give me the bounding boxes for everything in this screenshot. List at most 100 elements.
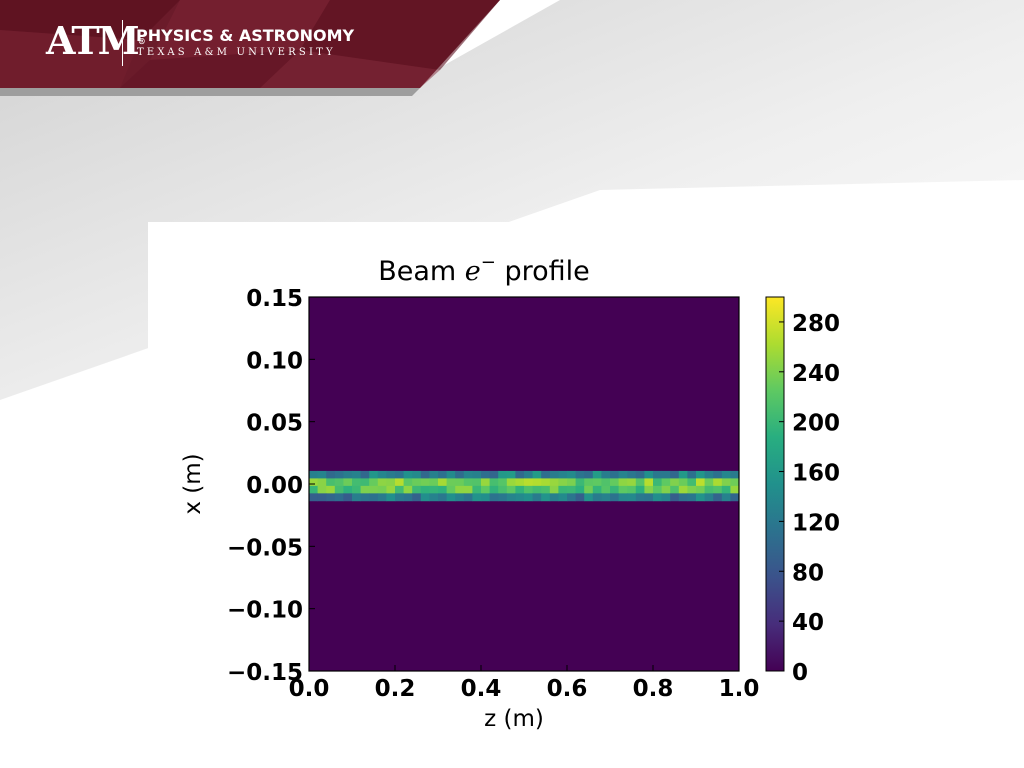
heatmap-cell	[661, 478, 671, 487]
heatmap-cell	[463, 470, 473, 479]
heatmap-cell	[549, 478, 559, 487]
heatmap-cell	[343, 478, 353, 487]
heatmap-cell	[704, 478, 714, 487]
heatmap-cell	[326, 493, 336, 502]
heatmap-cell	[498, 493, 508, 502]
heatmap-cell	[369, 478, 379, 487]
heatmap-cell	[541, 485, 551, 494]
heatmap-cell	[403, 485, 413, 494]
heatmap-cell	[696, 470, 705, 479]
heatmap-cell	[713, 470, 723, 479]
heatmap-cell	[653, 470, 662, 479]
department-name: PHYSICS & ASTRONOMY	[136, 26, 355, 45]
heatmap-cell	[610, 485, 619, 494]
heatmap-cell	[386, 478, 396, 487]
heatmap-cell	[360, 485, 370, 494]
heatmap-cell	[575, 470, 585, 479]
heatmap-cell	[326, 470, 336, 479]
colorbar-tick-label: 0	[792, 660, 808, 686]
heatmap-cell	[687, 478, 697, 487]
heatmap-cell	[472, 493, 482, 502]
heatmap-cell	[438, 493, 447, 502]
heatmap-cell	[360, 478, 370, 487]
y-tick-label: 0.00	[246, 473, 303, 499]
heatmap-cell	[498, 485, 508, 494]
heatmap-cell	[317, 470, 327, 479]
colorbar-tick-label: 120	[792, 510, 840, 536]
heatmap-cell	[369, 493, 379, 502]
heatmap-cell	[386, 493, 396, 502]
heatmap-cell	[472, 470, 482, 479]
heatmap-cell	[618, 485, 628, 494]
heatmap-cell	[412, 485, 422, 494]
heatmap	[309, 297, 740, 671]
heatmap-cell	[481, 470, 490, 479]
header-banner	[0, 0, 500, 96]
heatmap-cell	[713, 485, 723, 494]
heatmap-cell	[549, 485, 559, 494]
heatmap-cell	[317, 485, 327, 494]
heatmap-cell	[541, 478, 551, 487]
heatmap-cell	[601, 485, 611, 494]
heatmap-cell	[420, 493, 430, 502]
y-tick-label: −0.10	[227, 598, 303, 624]
heatmap-cell	[627, 493, 637, 502]
heatmap-cell	[438, 485, 447, 494]
university-name: TEXAS A&M UNIVERSITY	[137, 47, 336, 58]
heatmap-cell	[438, 470, 447, 479]
heatmap-cell	[532, 485, 542, 494]
heatmap-cell	[455, 493, 465, 502]
heatmap-cell	[446, 485, 456, 494]
heatmap-cell	[506, 478, 516, 487]
heatmap-cell	[429, 485, 439, 494]
heatmap-cell	[618, 493, 628, 502]
heatmap-cell	[575, 478, 585, 487]
heatmap-cell	[506, 485, 516, 494]
heatmap-cell	[515, 493, 525, 502]
heatmap-cell	[670, 485, 680, 494]
heatmap-cell	[455, 470, 465, 479]
heatmap-cell	[653, 493, 662, 502]
heatmap-cell	[403, 470, 413, 479]
colorbar-tick-label: 40	[792, 610, 824, 636]
heatmap-cell	[446, 478, 456, 487]
y-tick-label: 0.10	[246, 348, 303, 374]
heatmap-cell	[678, 485, 688, 494]
heatmap-cell	[309, 485, 318, 494]
heatmap-cell	[532, 470, 542, 479]
heatmap-cell	[334, 485, 344, 494]
heatmap-cell	[352, 493, 361, 502]
heatmap-cell	[584, 470, 594, 479]
heatmap-cell	[352, 478, 361, 487]
colorbar-tick-label: 200	[792, 411, 840, 437]
heatmap-cell	[635, 493, 645, 502]
heatmap-cell	[549, 493, 559, 502]
x-tick-label: 0.8	[633, 676, 674, 702]
chart-title: Beam e− profile	[378, 252, 590, 287]
heatmap-cell	[369, 470, 379, 479]
y-axis-label: x (m)	[180, 453, 206, 514]
y-tick-label: −0.15	[227, 660, 303, 686]
heatmap-cell	[575, 485, 585, 494]
heatmap-cell	[592, 470, 602, 479]
heatmap-cell	[377, 493, 387, 502]
heatmap-cell	[532, 478, 542, 487]
heatmap-cell	[618, 470, 628, 479]
heatmap-cell	[575, 493, 585, 502]
heatmap-cell	[644, 485, 654, 494]
heatmap-cell	[515, 485, 525, 494]
heatmap-cell	[377, 470, 387, 479]
heatmap-cell	[524, 470, 533, 479]
heatmap-cell	[635, 470, 645, 479]
heatmap-cell	[463, 478, 473, 487]
heatmap-cell	[584, 493, 594, 502]
chart-panel: Beam e− profile 0.15 0.10 0.05 0.00 −0.05 −0.…	[148, 222, 864, 742]
heatmap-cell	[429, 470, 439, 479]
heatmap-cell	[627, 485, 637, 494]
heatmap-cell	[678, 478, 688, 487]
heatmap-cell	[661, 485, 671, 494]
heatmap-cell	[541, 493, 551, 502]
x-axis-ticks: 0.0 0.2 0.4 0.6 0.8 1.0	[289, 665, 759, 702]
heatmap-cell	[601, 478, 611, 487]
heatmap-cell	[713, 478, 723, 487]
